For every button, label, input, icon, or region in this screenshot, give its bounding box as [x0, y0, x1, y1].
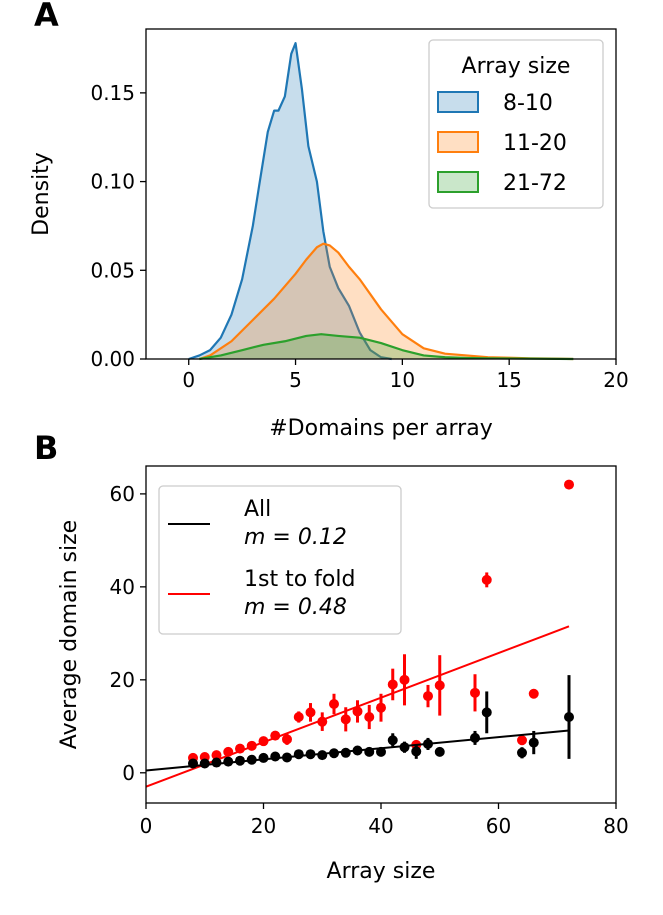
data-point	[246, 754, 257, 765]
x-tick-label: 20	[603, 368, 628, 392]
data-point	[270, 730, 281, 741]
data-point	[282, 734, 292, 745]
data-point	[329, 698, 339, 709]
data-point	[528, 688, 539, 699]
legend-label-11-20: 11-20	[503, 131, 567, 156]
legend: All m = 0.12 1st to fold m = 0.48	[158, 485, 402, 635]
data-point	[528, 737, 539, 748]
data-point	[258, 736, 269, 747]
data-point	[235, 743, 245, 754]
data-point	[470, 732, 480, 743]
data-point	[376, 746, 386, 757]
x-axis-label: #Domains per array	[269, 416, 492, 441]
data-point	[517, 735, 527, 746]
data-point	[352, 706, 363, 717]
data-point	[305, 707, 316, 718]
legend-label-1st to fold: 1st to fold	[244, 567, 355, 592]
data-point	[270, 751, 281, 762]
scatter-plot-panel: 0 20 40 60 80 0 20 40 60 Array size Average domain…	[57, 465, 629, 884]
legend-title: Array size	[462, 54, 571, 79]
plot-frame	[145, 28, 617, 360]
data-point	[423, 738, 433, 749]
x-tick-label: 0	[182, 368, 195, 392]
data-point	[317, 750, 328, 761]
y-tick-label: 60	[110, 482, 135, 506]
data-point	[434, 746, 445, 757]
legend-slope-All: m = 0.12	[244, 525, 347, 550]
legend-slope-1st to fold: m = 0.48	[244, 595, 347, 620]
y-tick-label: 0	[122, 761, 135, 785]
x-tick-label: 15	[496, 368, 521, 392]
data-point	[387, 679, 398, 690]
data-point	[211, 750, 222, 761]
data-point	[223, 746, 234, 757]
data-point	[481, 574, 492, 585]
panel-b-label: B	[34, 429, 58, 467]
data-point	[376, 702, 386, 713]
data-point	[293, 749, 304, 760]
data-point	[434, 680, 445, 691]
data-point	[282, 752, 292, 763]
data-point	[399, 674, 410, 685]
density-area-8-10	[188, 43, 392, 359]
x-tick-label: 5	[289, 368, 302, 392]
y-tick-label: 20	[110, 668, 135, 692]
panel-a-label: A	[34, 0, 59, 34]
density-line-8-10	[188, 42, 392, 361]
data-point	[411, 746, 422, 757]
data-point	[387, 735, 398, 746]
data-point	[329, 748, 339, 759]
y-tick-label: 0.10	[90, 170, 135, 194]
data-point	[199, 758, 210, 769]
legend: Array size 8-10 11-20 21-72	[428, 39, 604, 209]
legend-label-8-10: 8-10	[503, 91, 553, 116]
y-tick-label: 0.15	[90, 81, 135, 105]
data-point	[211, 757, 222, 768]
data-point	[470, 687, 480, 698]
data-point	[481, 707, 492, 718]
data-point	[352, 745, 363, 756]
y-tick-label: 0.00	[90, 347, 135, 371]
data-point	[258, 752, 269, 763]
data-point	[399, 742, 410, 753]
legend-swatch-11-20	[437, 131, 479, 153]
data-point	[517, 747, 527, 758]
x-axis-label: Array size	[327, 859, 436, 884]
data-point	[564, 712, 574, 723]
legend-box	[158, 485, 402, 635]
legend-label-21-72: 21-72	[503, 171, 567, 196]
x-tick-label: 20	[251, 814, 276, 838]
legend-swatch-21-72	[437, 171, 479, 193]
legend-box	[428, 39, 604, 209]
data-point	[246, 740, 257, 751]
data-point	[423, 691, 433, 702]
x-tick-label: 40	[368, 814, 393, 838]
data-point	[305, 749, 316, 760]
x-tick-label: 10	[390, 368, 415, 392]
y-axis-label: Density	[29, 152, 54, 236]
legend-swatch-8-10	[437, 91, 479, 113]
density-area-11-20	[199, 243, 574, 359]
x-tick-label: 80	[603, 814, 628, 838]
data-point	[364, 746, 375, 757]
density-plot-panel: 0 5 10 15 20 0.00 0.05 0.10 0.15 #Domains per arr…	[29, 28, 629, 441]
data-point	[188, 758, 198, 769]
data-point	[223, 756, 234, 767]
data-point	[317, 716, 328, 727]
legend-label-All: All	[244, 497, 271, 522]
data-point	[340, 714, 351, 725]
y-tick-label: 0.05	[90, 258, 135, 282]
y-axis-label: Average domain size	[57, 520, 82, 749]
data-point	[364, 712, 375, 723]
data-point	[564, 479, 574, 490]
data-point	[340, 747, 351, 758]
x-tick-label: 0	[140, 814, 153, 838]
density-line-21-72	[199, 333, 574, 361]
data-point	[235, 755, 245, 766]
y-tick-label: 40	[110, 575, 135, 599]
x-tick-label: 60	[486, 814, 511, 838]
data-point	[293, 712, 304, 723]
